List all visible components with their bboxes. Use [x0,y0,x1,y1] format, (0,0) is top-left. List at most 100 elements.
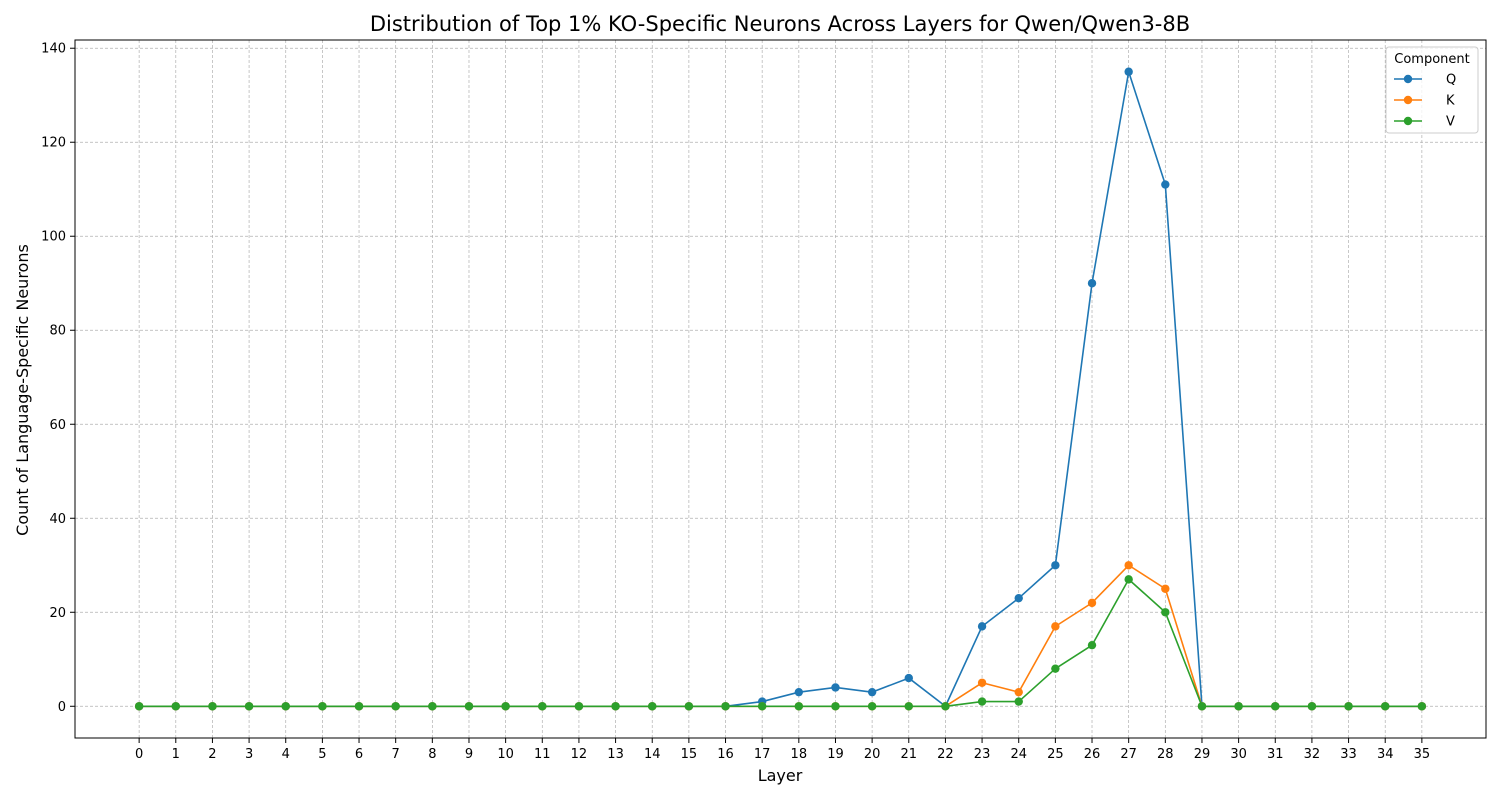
legend-items: QKV [1394,73,1456,130]
data-point-v [1087,640,1097,650]
data-point-k [1087,598,1097,608]
data-point-k [1051,622,1060,631]
series-line-k [139,564,1422,708]
data-point-v [501,702,510,711]
data-point-q [831,683,840,692]
data-point-v [1344,702,1353,711]
x-tick-label: 26 [1084,747,1101,762]
data-point-q [1161,180,1170,189]
data-point-v [391,702,400,711]
data-point-v [464,702,474,711]
data-point-v [977,697,987,706]
series-k [134,561,1427,711]
x-tick-label: 34 [1377,747,1394,762]
y-tick-label: 60 [49,418,66,433]
data-point-v [648,702,657,711]
data-point-k [1161,584,1170,593]
data-point-v [281,702,290,711]
y-tick-label: 80 [49,324,66,339]
legend-title: Component [1394,52,1469,67]
data-point-v [1124,575,1133,584]
y-tick-label: 0 [58,700,66,715]
legend-box [1385,46,1479,134]
y-tick-label: 120 [41,136,66,151]
x-tick-label: 13 [607,747,624,762]
series-q [134,67,1427,711]
x-tick-label: 19 [827,747,844,762]
legend-marker-k [1403,95,1413,105]
data-point-q [1124,67,1133,76]
x-tick-label: 4 [282,747,290,762]
x-tick-label: 15 [681,747,698,762]
x-tick-label: 2 [208,747,216,762]
data-point-v [904,702,913,711]
x-tick-label: 1 [172,747,180,762]
y-tick-label: 40 [49,512,66,527]
data-point-v [1381,702,1390,711]
x-tick-label: 7 [392,747,400,762]
data-point-v [941,702,950,711]
data-point-v [721,702,730,711]
data-point-v [171,702,180,711]
data-point-q [1014,593,1023,603]
x-tick-label: 3 [245,747,253,762]
legend-item-q: Q [1394,73,1456,88]
x-tick-label: 8 [428,747,436,762]
data-point-q [867,687,877,697]
x-tick-label: 25 [1047,747,1064,762]
x-tick-label: 18 [791,747,808,762]
data-point-v [794,702,804,711]
x-tick-label: 31 [1267,747,1284,762]
data-point-v [244,702,254,711]
data-point-q [1087,279,1097,288]
data-point-q [1051,561,1060,570]
legend-item-v: V [1394,115,1455,130]
x-tick-label: 12 [571,747,588,762]
data-point-v [1014,697,1023,706]
grid-lines [75,40,1486,738]
x-tick-label: 5 [318,747,326,762]
data-point-v [1417,702,1427,711]
legend-label-v: V [1446,115,1455,130]
x-tick-label: 33 [1340,747,1357,762]
data-point-v [134,702,144,711]
data-point-q [904,673,913,683]
x-tick-label: 35 [1414,747,1431,762]
data-point-v [208,702,217,711]
data-point-v [1307,702,1317,711]
data-point-v [428,702,437,711]
x-tick-label: 16 [717,747,734,762]
data-point-v [1197,702,1207,711]
x-tick-label: 23 [974,747,991,762]
x-tick-label: 17 [754,747,771,762]
x-tick-label: 24 [1010,747,1027,762]
data-point-v [1234,702,1243,711]
x-tick-label: 28 [1157,747,1174,762]
y-tick-label: 20 [49,606,66,621]
y-tick-label: 100 [41,230,66,245]
x-tick-label: 27 [1120,747,1137,762]
x-axis-label: Layer [758,766,803,785]
x-tick-label: 6 [355,747,363,762]
y-tick-label: 140 [41,42,66,57]
legend-marker-v [1403,116,1413,126]
x-tick-label: 29 [1194,747,1211,762]
x-tick-label: 30 [1230,747,1247,762]
data-point-v [611,702,620,711]
data-point-v [1271,702,1280,711]
x-tick-label: 11 [534,747,551,762]
legend-item-k: K [1394,94,1455,109]
axis-ticks: 0 1 2 3 4 5 6 7 8 9 10 11 12 13 14 15 16 17 18 19 20 21 22 23 24… [41,42,1430,762]
x-tick-label: 9 [465,747,473,762]
data-point-k [977,678,987,687]
data-point-q [977,622,987,631]
data-point-v [867,702,877,711]
legend-marker-q [1403,74,1413,84]
data-point-k [1014,687,1023,697]
data-point-q [794,687,804,697]
x-tick-label: 21 [900,747,917,762]
x-tick-label: 20 [864,747,881,762]
legend-label-q: Q [1446,73,1456,88]
